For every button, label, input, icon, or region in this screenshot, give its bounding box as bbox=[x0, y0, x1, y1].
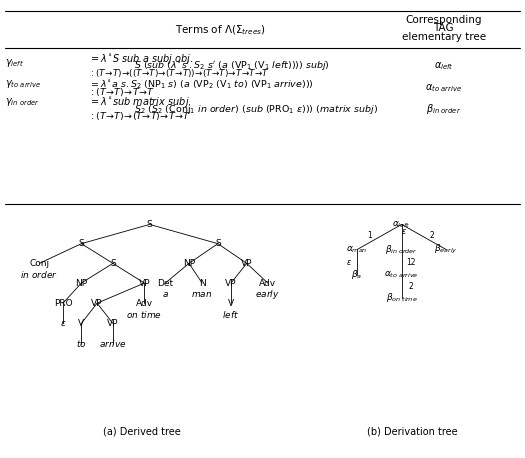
Text: 1: 1 bbox=[368, 231, 372, 240]
Text: TAG: TAG bbox=[433, 23, 454, 33]
Text: Conj: Conj bbox=[29, 259, 49, 268]
Text: 12: 12 bbox=[406, 258, 416, 267]
Text: Det: Det bbox=[158, 278, 173, 288]
Text: $S\ (\mathit{sub}\ (\lambda^{\circ}s^{\prime}.S_2\ s^{\prime}\ (a\ (\mathrm{VP}_: $S\ (\mathit{sub}\ (\lambda^{\circ}s^{\p… bbox=[134, 60, 330, 72]
Text: $\epsilon$: $\epsilon$ bbox=[60, 319, 66, 328]
Text: $\epsilon$: $\epsilon$ bbox=[401, 227, 407, 236]
Text: Terms of $\Lambda(\Sigma_{\mathit{trees}})$: Terms of $\Lambda(\Sigma_{\mathit{trees}… bbox=[175, 23, 266, 37]
Text: (a) Derived tree: (a) Derived tree bbox=[103, 426, 181, 436]
Text: V: V bbox=[78, 319, 85, 328]
Text: $= \lambda^{\circ}a\ s.S_2\ (\mathrm{NP}_1\ s)\ (a\ (\mathrm{VP}_2\ (\mathrm{V}_: $= \lambda^{\circ}a\ s.S_2\ (\mathrm{NP}… bbox=[89, 78, 314, 91]
Text: elementary tree: elementary tree bbox=[402, 32, 486, 42]
Text: $\beta_{\mathit{on\ time}}$: $\beta_{\mathit{on\ time}}$ bbox=[386, 291, 417, 304]
Text: NP: NP bbox=[75, 278, 88, 288]
Text: S: S bbox=[79, 239, 84, 248]
Text: $\mathit{in\ order}$: $\mathit{in\ order}$ bbox=[20, 269, 58, 280]
Text: $\gamma_{\mathit{left}}$: $\gamma_{\mathit{left}}$ bbox=[5, 57, 24, 69]
Text: $:(T\!\to\!T)\!\to\!T\!\to\!T$: $:(T\!\to\!T)\!\to\!T\!\to\!T$ bbox=[89, 86, 155, 98]
Text: NP: NP bbox=[183, 259, 195, 268]
Text: N: N bbox=[199, 278, 205, 288]
Text: $= \lambda^{\circ}\mathit{sub}\ \mathit{matrix}\ \mathit{subj}.$: $= \lambda^{\circ}\mathit{sub}\ \mathit{… bbox=[89, 95, 192, 109]
Text: $\gamma_{\mathit{to\ arrive}}$: $\gamma_{\mathit{to\ arrive}}$ bbox=[5, 78, 41, 90]
Text: $\beta_{\mathit{in\ order}}$: $\beta_{\mathit{in\ order}}$ bbox=[385, 243, 418, 256]
Text: V: V bbox=[228, 299, 234, 308]
Text: $\alpha_{\mathit{left}}$: $\alpha_{\mathit{left}}$ bbox=[434, 60, 454, 72]
Text: $\mathit{left}$: $\mathit{left}$ bbox=[223, 309, 239, 320]
Text: 2: 2 bbox=[429, 231, 434, 240]
Text: $\gamma_{\mathit{in\ order}}$: $\gamma_{\mathit{in\ order}}$ bbox=[5, 96, 40, 108]
Text: $= \lambda^{\circ}S\ \mathit{sub}\ a\ \mathit{subj}\ \mathit{obj}.$: $= \lambda^{\circ}S\ \mathit{sub}\ a\ \m… bbox=[89, 52, 194, 65]
Text: S: S bbox=[110, 259, 116, 268]
Text: Adv: Adv bbox=[136, 299, 153, 308]
Text: $\epsilon$: $\epsilon$ bbox=[345, 258, 352, 267]
Text: PRO: PRO bbox=[54, 299, 72, 308]
Text: S: S bbox=[215, 239, 220, 248]
Text: $\mathit{man}$: $\mathit{man}$ bbox=[192, 290, 213, 300]
Text: VP: VP bbox=[241, 259, 253, 268]
Text: $\beta_{\mathit{in\ order}}$: $\beta_{\mathit{in\ order}}$ bbox=[426, 102, 461, 116]
Text: VP: VP bbox=[225, 278, 237, 288]
Text: VP: VP bbox=[139, 278, 150, 288]
Text: $\beta_{\mathit{early}}$: $\beta_{\mathit{early}}$ bbox=[434, 243, 458, 256]
Text: $\mathit{to}$: $\mathit{to}$ bbox=[76, 338, 87, 349]
Text: $\alpha_{\mathit{to\ arrive}}$: $\alpha_{\mathit{to\ arrive}}$ bbox=[384, 270, 419, 280]
Text: $\mathit{early}$: $\mathit{early}$ bbox=[256, 289, 280, 301]
Text: S: S bbox=[147, 220, 152, 229]
Text: $\mathit{a}$: $\mathit{a}$ bbox=[162, 290, 169, 300]
Text: $\mathit{arrive}$: $\mathit{arrive}$ bbox=[99, 338, 127, 349]
Text: $\beta_a$: $\beta_a$ bbox=[351, 268, 363, 281]
Text: VP: VP bbox=[91, 299, 103, 308]
Text: (b) Derivation tree: (b) Derivation tree bbox=[367, 426, 457, 436]
Text: $S_2\ (S_2\ (\mathrm{Conj}_1\ \mathit{in\ order})\ (\mathit{sub}\ (\mathrm{PRO}_: $S_2\ (S_2\ (\mathrm{Conj}_1\ \mathit{in… bbox=[134, 103, 378, 115]
Text: $:(T\!\to\!T)\!\to\!(T\!\to\!T)\!\to\!T\!\to\!T$: $:(T\!\to\!T)\!\to\!(T\!\to\!T)\!\to\!T\… bbox=[89, 110, 191, 122]
Text: Adv: Adv bbox=[259, 278, 276, 288]
Text: Corresponding: Corresponding bbox=[405, 15, 482, 25]
Text: $\alpha_{\mathit{to\ arrive}}$: $\alpha_{\mathit{to\ arrive}}$ bbox=[425, 82, 462, 94]
Text: VP: VP bbox=[107, 319, 119, 328]
Text: $:(T\!\to\!T)\!\to\!((T\!\to\!T)\!\to\!(T\!\to\!T))\!\to\!(T\!\to\!T)\!\to\!T\!\: $:(T\!\to\!T)\!\to\!((T\!\to\!T)\!\to\!(… bbox=[89, 67, 270, 79]
Text: $\alpha_{\mathit{man}}$: $\alpha_{\mathit{man}}$ bbox=[346, 245, 368, 255]
Text: $\mathit{on\ time}$: $\mathit{on\ time}$ bbox=[127, 309, 162, 320]
Text: $\alpha_{\mathit{left}}$: $\alpha_{\mathit{left}}$ bbox=[392, 219, 411, 229]
Text: 2: 2 bbox=[408, 282, 414, 291]
